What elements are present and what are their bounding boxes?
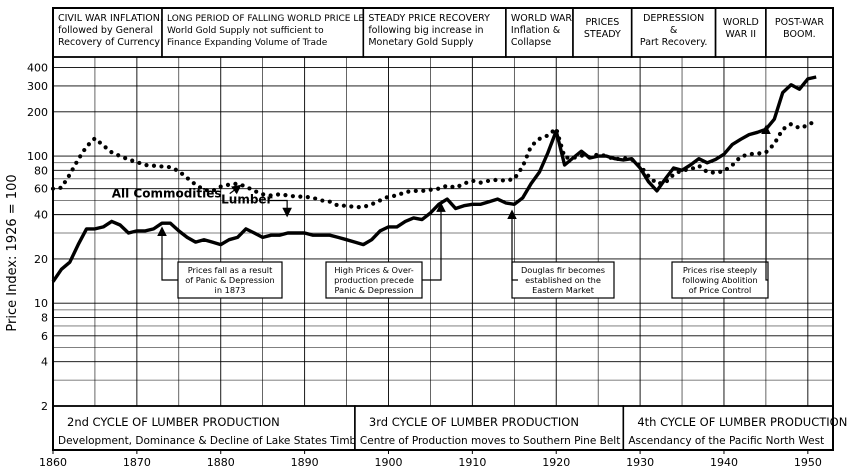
period-label: Inflation &: [511, 25, 561, 36]
annotation-arrow: [761, 124, 771, 281]
y-tick-label: 200: [27, 106, 48, 119]
period-label: DEPRESSION: [643, 13, 704, 24]
period-label: Recovery of Currency: [58, 37, 160, 48]
y-tick-label: 8: [41, 311, 48, 324]
y-tick-label: 80: [34, 164, 48, 177]
period-label: LONG PERIOD OF FALLING WORLD PRICE LEVEL…: [167, 14, 384, 24]
period-label: Collapse: [511, 37, 552, 48]
period-label: Monetary Gold Supply: [368, 37, 474, 48]
annotation-text: following Abolition: [682, 275, 757, 285]
cycle-box: [354, 405, 625, 451]
y-tick-label: 60: [34, 183, 48, 196]
y-tick-label: 300: [27, 80, 48, 93]
outer-frame: [52, 7, 834, 451]
annotation-text: Douglas fir becomes: [521, 265, 605, 275]
frame: [52, 7, 834, 451]
period-label: &: [670, 25, 678, 36]
y-tick-label: 400: [27, 62, 48, 75]
annotation-box: [671, 261, 769, 299]
period-box: [630, 7, 717, 58]
annotation-text: Prices rise steeply: [683, 265, 757, 275]
y-tick-label: 10: [34, 297, 48, 310]
period-label: Part Recovery.: [640, 37, 708, 48]
x-tick-label: 1910: [458, 456, 486, 469]
x-tick-label: 1890: [291, 456, 319, 469]
annotations: All Commodities Lumber Prices fall as a re…: [112, 124, 771, 299]
annotation-box: [325, 261, 423, 299]
cycle-title: 2nd CYCLE OF LUMBER PRODUCTION: [67, 415, 280, 429]
period-box: [52, 7, 163, 58]
y-tick-label: 20: [34, 253, 48, 266]
annotation-text: established on the: [525, 275, 601, 285]
period-label: WORLD WAR I.: [511, 13, 581, 24]
annotation-text: production precede: [334, 275, 414, 285]
x-tick-label: 1880: [207, 456, 235, 469]
annotation-box: [511, 261, 615, 299]
period-label: WAR II: [725, 29, 756, 40]
x-tick-label: 1940: [710, 456, 738, 469]
period-label: followed by General: [58, 25, 153, 36]
period-label: World Gold Supply not sufficient to: [167, 26, 324, 36]
series-label-arrow: [269, 199, 292, 218]
cycle-box: [52, 405, 356, 451]
annotation-text: of Panic & Depression: [185, 275, 274, 285]
period-label: STEADY: [584, 29, 621, 40]
y-tick-label: 4: [41, 356, 48, 369]
period-label: STEADY PRICE RECOVERY: [368, 13, 490, 24]
annotation-text: Eastern Market: [532, 285, 595, 295]
period-label: PRICES: [585, 17, 619, 28]
cycle-subtitle: Development, Dominance & Decline of Lake…: [58, 435, 368, 447]
x-tick-label: 1860: [39, 456, 67, 469]
x-tick-label: 1900: [374, 456, 402, 469]
annotation-arrow: [507, 209, 518, 281]
y-tick-label: 2: [41, 400, 48, 413]
cycle-subtitle: Centre of Production moves to Southern P…: [360, 435, 620, 447]
period-label: WORLD: [723, 17, 759, 28]
x-tick-label: 1950: [794, 456, 822, 469]
annotation-text: Panic & Depression: [335, 285, 414, 295]
period-label: POST-WAR: [775, 17, 825, 28]
annotation-box: [177, 261, 283, 299]
y-tick-label: 100: [27, 150, 48, 163]
x-tick-label: 1920: [542, 456, 570, 469]
series-label-all-commodities: All Commodities: [112, 187, 222, 201]
x-tick-label: 1870: [123, 456, 151, 469]
series-lines: [50, 75, 819, 283]
annotation-text: in 1873: [215, 285, 246, 295]
annotation-arrow: [422, 202, 446, 281]
period-label: Finance Expanding Volume of Trade: [167, 38, 328, 48]
annotation-arrow: [157, 226, 178, 281]
annotation-text: of Price Control: [689, 285, 752, 295]
period-box: [161, 7, 365, 58]
y-tick-label: 40: [34, 209, 48, 222]
period-label: CIVIL WAR INFLATION.: [58, 13, 163, 24]
y-axis-label: Price Index: 1926 = 100: [5, 174, 20, 331]
series-line-lumber: [51, 75, 817, 283]
series-label-arrow: [229, 184, 242, 195]
period-label: BOOM.: [783, 29, 816, 40]
x-tick-label: 1930: [626, 456, 654, 469]
series-label-lumber: Lumber: [221, 193, 272, 207]
period-box: [505, 7, 574, 58]
period-header: CIVIL WAR INFLATION.followed by GeneralR…: [52, 7, 834, 58]
annotation-text: Prices fall as a result: [188, 265, 273, 275]
cycle-title: 3rd CYCLE OF LUMBER PRODUCTION: [369, 415, 579, 429]
grid: [52, 57, 833, 407]
period-label: following big increase in: [368, 25, 483, 36]
cycle-footer: 2nd CYCLE OF LUMBER PRODUCTION Developmen…: [52, 405, 847, 451]
y-tick-label: 6: [41, 330, 48, 343]
cycle-title: 4th CYCLE OF LUMBER PRODUCTION: [637, 415, 847, 429]
cycle-subtitle: Ascendancy of the Pacific North West: [628, 435, 824, 447]
annotation-text: High Prices & Over-: [334, 265, 413, 275]
